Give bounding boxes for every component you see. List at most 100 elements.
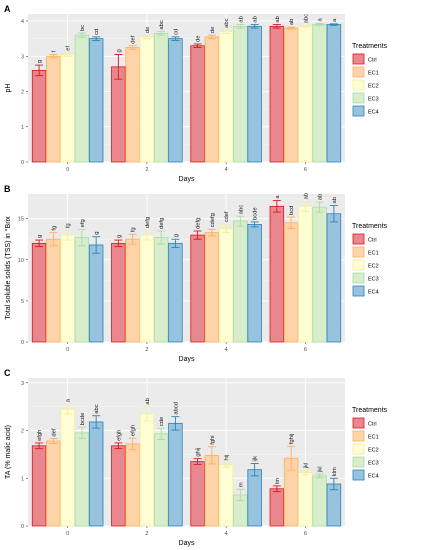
y-tick-label: 1 xyxy=(21,125,24,131)
bar-ec4-day-2 xyxy=(168,242,183,343)
significance-letter: fg xyxy=(51,226,57,231)
x-axis-title: Days xyxy=(179,176,195,183)
x-tick-label: 2 xyxy=(145,531,148,537)
significance-letter: ab xyxy=(332,197,338,203)
significance-letter: de xyxy=(145,27,151,33)
significance-letter: m xyxy=(238,482,244,487)
legend-title: Treatments xyxy=(352,43,388,50)
bar-ec2-day-2 xyxy=(139,234,155,343)
panel-letter: A xyxy=(4,4,11,14)
bar-ec1-day-0 xyxy=(46,440,61,527)
x-tick-label: 0 xyxy=(66,347,69,353)
x-tick-label: 6 xyxy=(304,167,307,173)
x-tick-label: 4 xyxy=(225,347,228,353)
x-tick-label: 4 xyxy=(225,531,228,537)
bar-ctrl-day-6 xyxy=(269,205,285,343)
x-tick-label: 0 xyxy=(66,167,69,173)
legend-label-ec4: EC4 xyxy=(368,474,379,480)
legend-key-ec1 xyxy=(352,66,365,78)
significance-letter: cdef xyxy=(224,211,230,222)
bar-ec1-day-0 xyxy=(46,238,61,343)
bar-ec4-day-0 xyxy=(88,244,104,343)
bar-ec2-day-6 xyxy=(298,25,313,163)
x-axis-title: Days xyxy=(179,356,195,363)
significance-letter: ab xyxy=(275,16,281,22)
significance-letter: f xyxy=(51,51,57,53)
significance-letter: cdefg xyxy=(210,213,216,227)
bar-ec1-day-2 xyxy=(125,238,140,343)
bar-ec1-day-2 xyxy=(125,443,140,527)
legend-label-ctrl: Ctrl xyxy=(368,58,377,64)
bar-ec2-day-4 xyxy=(218,228,234,343)
bar-ec2-day-2 xyxy=(139,413,155,527)
bar-ec3-day-0 xyxy=(74,237,90,343)
y-tick-label: 0 xyxy=(21,340,24,346)
bar-ec2-day-4 xyxy=(218,464,234,527)
significance-letter: g xyxy=(173,234,179,237)
x-tick-label: 2 xyxy=(145,347,148,353)
bar-ec2-day-2 xyxy=(139,36,155,163)
bar-ec4-day-2 xyxy=(168,38,183,163)
significance-letter: defg xyxy=(159,218,165,229)
bar-ec4-day-2 xyxy=(168,422,183,527)
significance-letter: de xyxy=(196,35,202,41)
x-tick-label: 0 xyxy=(66,531,69,537)
significance-letter: g xyxy=(37,60,43,63)
bar-ec2-day-6 xyxy=(298,472,313,527)
significance-letter: de xyxy=(210,27,216,33)
significance-letter: def xyxy=(51,428,57,436)
x-tick-label: 4 xyxy=(225,167,228,173)
bar-ctrl-day-2 xyxy=(111,66,126,163)
y-tick-label: 3 xyxy=(21,381,24,387)
significance-letter: g xyxy=(116,49,122,52)
significance-letter: bcd xyxy=(289,206,295,215)
y-tick-label: 5 xyxy=(21,299,24,305)
bar-ec3-day-2 xyxy=(153,32,169,163)
bar-ec3-day-4 xyxy=(233,25,248,163)
bar-ctrl-day-4 xyxy=(190,234,205,343)
legend-label-ctrl: Ctrl xyxy=(368,422,377,428)
y-tick-label: 0 xyxy=(21,160,24,166)
significance-letter: defg xyxy=(196,218,202,229)
significance-letter: fg xyxy=(66,223,72,228)
legend-key-ec2 xyxy=(352,79,365,91)
legend-key-ec4 xyxy=(352,285,365,297)
significance-letter: g xyxy=(37,235,43,238)
bar-ec1-day-4 xyxy=(204,36,220,163)
legend-label-ec4: EC4 xyxy=(368,110,379,116)
legend-label-ec1: EC1 xyxy=(368,435,379,441)
significance-letter: jkl xyxy=(318,466,324,472)
bar-ec3-day-4 xyxy=(233,220,248,343)
bar-ctrl-day-4 xyxy=(190,461,205,527)
significance-letter: lm xyxy=(275,478,281,484)
bar-ec1-day-6 xyxy=(283,222,299,343)
bar-ec4-day-0 xyxy=(88,421,104,527)
significance-letter: bc xyxy=(80,25,86,31)
significance-letter: ab xyxy=(253,16,259,22)
y-tick-label: 2 xyxy=(21,429,24,435)
legend-label-ec3: EC3 xyxy=(368,97,379,103)
significance-letter: abcd xyxy=(173,402,179,415)
bar-ec2-day-0 xyxy=(60,234,75,343)
significance-letter: bcde xyxy=(80,413,86,426)
chart-panel-c: C 0 1 2 3 0 2 4 6 efgh efgh ghij lm def efgh fghi fghij a… xyxy=(4,368,388,547)
significance-letter: hij xyxy=(224,455,230,461)
significance-letter: fghi xyxy=(210,435,216,444)
significance-letter: g xyxy=(94,232,100,235)
legend-label-ec4: EC4 xyxy=(368,290,379,296)
bar-ec4-day-4 xyxy=(247,469,262,527)
legend-label-ec1: EC1 xyxy=(368,251,379,257)
significance-letter: bcde xyxy=(253,207,259,220)
bar-ec3-day-6 xyxy=(312,475,327,527)
bar-ec3-day-2 xyxy=(153,433,169,527)
legend-key-ec3 xyxy=(352,456,365,468)
significance-letter: ab xyxy=(145,398,151,404)
significance-letter: a xyxy=(66,398,72,402)
significance-letter: efgh xyxy=(37,430,43,441)
bar-ec3-day-0 xyxy=(74,432,90,527)
legend-title: Treatments xyxy=(352,407,388,414)
legend-key-ec2 xyxy=(352,443,365,455)
x-tick-label: 2 xyxy=(145,167,148,173)
significance-letter: cd xyxy=(94,29,100,35)
